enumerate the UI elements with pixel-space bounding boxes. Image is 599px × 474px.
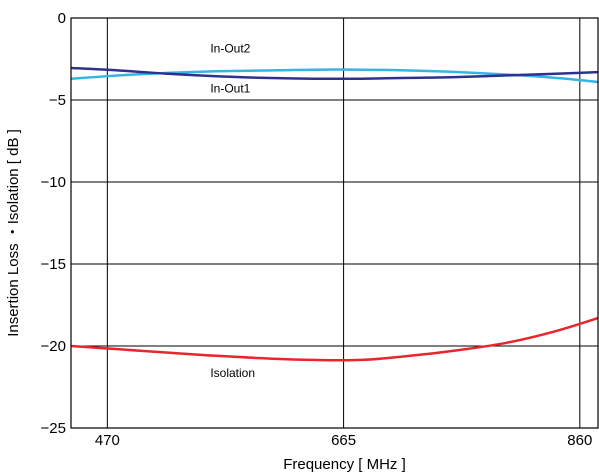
y-tick-label: −5: [49, 92, 66, 109]
series-label-in-out2: In-Out2: [210, 41, 250, 55]
series-label-isolation: Isolation: [210, 366, 255, 380]
y-tick-label: −20: [41, 338, 66, 355]
y-tick-label: −15: [41, 256, 66, 273]
grid: [71, 18, 598, 428]
series-line-isolation: [70, 316, 599, 362]
series-line-in-out1: [70, 66, 599, 81]
series-labels: In-Out2 In-Out1 Isolation: [210, 41, 255, 380]
series-lines: [70, 66, 599, 362]
y-axis-ticks: 0 −5 −10 −15 −20 −25: [41, 10, 66, 437]
x-axis-title: Frequency [ MHz ]: [283, 456, 406, 473]
x-tick-label: 665: [331, 432, 356, 449]
y-tick-label: 0: [58, 10, 66, 27]
y-axis-title: Insertion Loss ・Isolation [ dB ]: [5, 129, 22, 337]
x-axis-ticks: 470 665 860: [95, 432, 593, 449]
y-tick-label: −10: [41, 174, 66, 191]
y-tick-label: −25: [41, 420, 66, 437]
series-label-in-out1: In-Out1: [210, 82, 250, 96]
x-tick-label: 860: [567, 432, 592, 449]
x-tick-label: 470: [95, 432, 120, 449]
plot-frame: [70, 17, 599, 429]
